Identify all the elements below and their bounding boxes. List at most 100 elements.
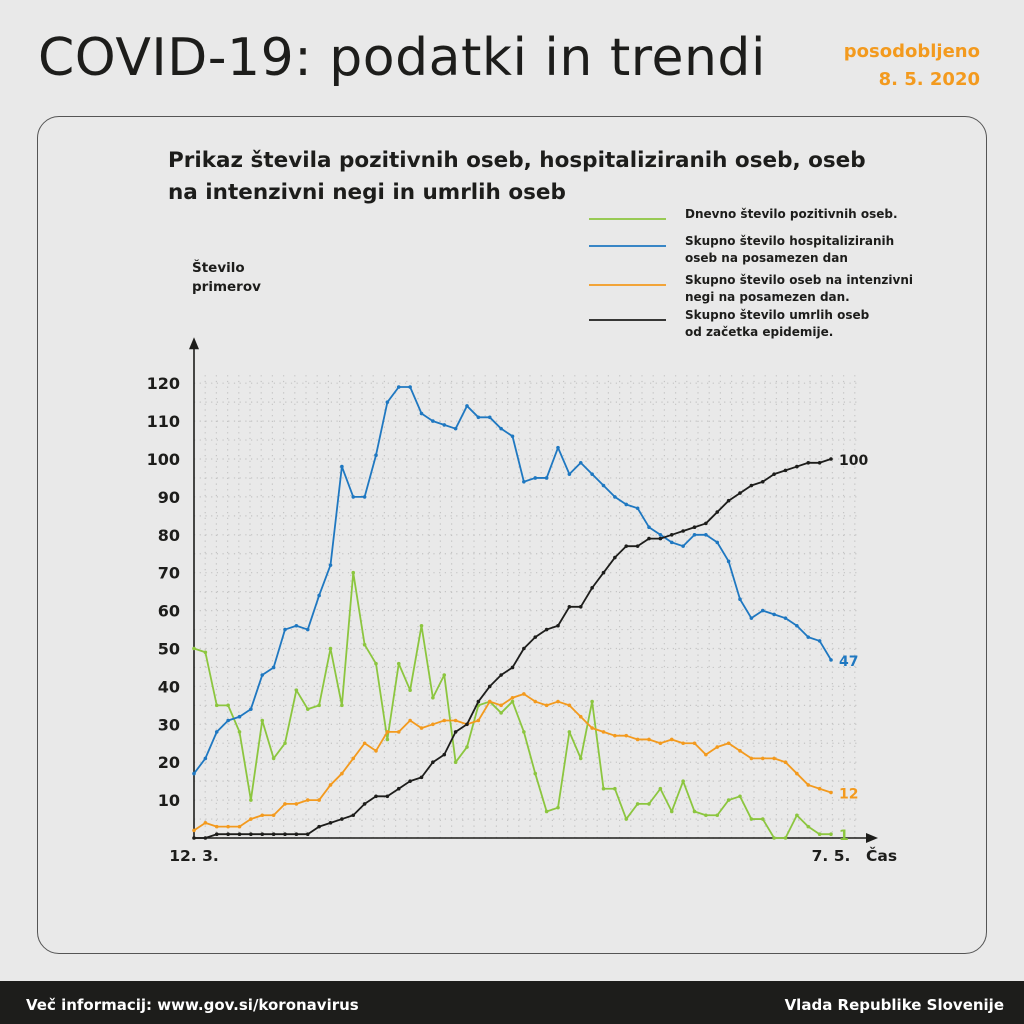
series-1-point [533,771,538,776]
series-line-4 [194,458,832,839]
y-tick-label: 70 [158,564,180,583]
series-4-point [715,510,720,514]
series-3-end-label: 12 [839,787,858,803]
series-2-point [669,540,674,545]
y-tick-label: 90 [158,488,180,507]
series-1-point [408,688,412,692]
series-4-point [544,627,549,632]
series-4-point [806,460,811,465]
series-4-point [385,794,390,799]
series-4-point [419,775,424,780]
series-4-point [783,468,788,473]
series-4-point [408,779,412,783]
series-4-point [681,529,685,533]
series-1-point [294,688,299,692]
series-2-point [601,483,606,488]
series-line-1 [193,571,831,839]
series-2-point [738,597,742,602]
series-2-point [305,627,310,632]
series-1-point [658,786,663,791]
series-2-point [578,460,583,465]
series-4-point [817,460,822,465]
series-3-point [658,741,663,746]
series-3-point [203,821,208,825]
series-1-point [795,813,799,818]
series-1-point [635,802,640,806]
series-3-point [374,749,378,753]
series-4-point [760,479,765,484]
series-2-point [203,756,208,761]
series-3-point [738,749,742,753]
series-3-point [567,703,572,708]
updated-label: posodobljeno [843,41,980,62]
series-3-point [431,722,435,727]
series-3-point [578,714,583,719]
chart-title-line2: na intenzivni negi in umrlih oseb [168,180,566,205]
series-1-point [203,650,208,655]
series-2-point [271,665,276,670]
series-2-point [749,616,754,620]
series-4-point [772,472,776,476]
x-axis-arrow [866,833,878,843]
series-2-point [704,533,708,537]
series-2-point [294,623,299,628]
chart-panel [37,116,987,954]
series-4-point [795,464,799,469]
series-3-point [351,756,356,761]
series-2-point [465,404,469,408]
series-3-point [704,752,708,757]
series-2-point [658,533,663,537]
series-3-point [283,802,287,806]
series-4-point [317,824,321,829]
series-line-2 [193,386,832,775]
series-1-point [681,779,685,783]
series-4-point [294,832,299,837]
y-tick-label: 100 [147,450,180,469]
series-3-point [522,692,526,696]
series-1-point [271,756,276,761]
y-axis-arrow [189,337,199,350]
series-3-point [249,817,253,821]
series-2-point [385,400,390,404]
series-3-point [396,730,401,734]
series-2-point [374,453,378,458]
series-1-point [431,695,435,700]
series-4-point [510,665,515,670]
series-4-point [578,605,583,609]
legend-label-4: od začetka epidemije. [685,325,833,339]
series-2-point [556,445,560,450]
footer-info-link[interactable]: Več informacij: www.gov.si/koronavirus [26,996,359,1014]
series-2-point [783,616,788,620]
series-1-point [772,836,776,840]
series-1-point [385,737,390,742]
series-3-point [681,741,685,746]
series-2-point [328,563,333,567]
series-1-point [442,673,447,677]
series-3-point [829,790,833,795]
series-3-point [442,718,447,723]
series-1-point [726,798,731,802]
series-2-point [249,707,253,711]
series-3-point [260,813,265,818]
series-1-point [578,756,583,761]
legend-label-2: Skupno število hospitaliziranih [685,234,894,248]
series-3-point [760,756,765,761]
series-4-end-label: 100 [839,453,868,469]
series-4-point [522,646,526,651]
y-tick-label: 20 [158,753,180,772]
updated-date: posodobljeno 8. 5. 2020 [844,38,980,94]
series-1-point [590,699,594,704]
series-2-point [567,472,572,476]
series-3-point [317,798,321,802]
series-1-point [362,642,367,647]
series-1-point [806,824,811,829]
series-2-point [442,423,447,427]
series-2-point [214,730,219,734]
series-4-point [192,836,196,840]
series-4-point [658,536,663,541]
series-1-point [465,745,469,749]
legend-label-2: oseb na posamezen dan [685,251,848,265]
legend-label-4: Skupno število umrlih oseb [685,308,870,322]
series-3-point [783,760,788,764]
series-1-point [453,760,458,764]
